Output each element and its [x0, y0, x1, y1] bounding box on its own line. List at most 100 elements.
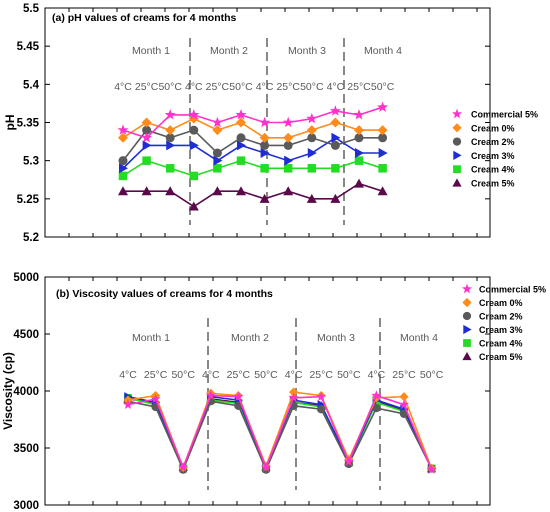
y-tick-label: 5.25 — [17, 194, 40, 206]
data-point — [212, 148, 222, 158]
data-point — [378, 133, 388, 143]
data-point — [316, 391, 327, 401]
temperature-label: 4°C — [285, 369, 303, 381]
legend-label: Cream 3% — [479, 325, 523, 335]
chart-title: (b) Viscosity values of creams for 4 mon… — [56, 288, 273, 300]
data-point — [307, 148, 317, 159]
y-axis-label: Viscosity (cp) — [1, 352, 15, 430]
data-point — [330, 117, 341, 128]
legend-label: Cream 2% — [471, 137, 515, 147]
data-point — [142, 156, 151, 165]
legend-marker — [462, 311, 472, 321]
data-point — [331, 132, 341, 143]
data-point — [236, 117, 246, 128]
data-point — [307, 164, 317, 173]
legend-marker — [453, 150, 462, 160]
temperature-label: 25°C — [227, 369, 251, 381]
legend-label: Cream 0% — [479, 298, 523, 308]
data-point — [141, 132, 153, 143]
data-point — [212, 125, 223, 136]
data-point — [260, 140, 270, 150]
temperature-label: 25°C — [135, 81, 159, 93]
month-label: Month 4 — [400, 332, 438, 344]
data-point — [343, 456, 354, 466]
data-point — [259, 193, 270, 203]
legend-marker — [453, 165, 461, 174]
y-tick-label: 5.2 — [23, 232, 39, 244]
data-point — [117, 124, 129, 135]
temperature-label: 4°C — [256, 81, 274, 93]
data-point — [211, 116, 223, 128]
data-point — [354, 156, 364, 165]
data-point — [283, 132, 294, 143]
data-point — [165, 186, 176, 196]
data-point — [399, 399, 409, 409]
data-point — [399, 392, 409, 402]
series-line — [122, 117, 383, 139]
temperature-label: 4°C — [114, 81, 132, 93]
series-line — [127, 394, 433, 471]
data-point — [282, 116, 294, 128]
y-tick-label: 5.5 — [23, 3, 40, 15]
data-point — [284, 155, 294, 166]
data-point — [188, 201, 199, 211]
data-point — [354, 125, 364, 136]
data-point — [141, 117, 152, 128]
legend-marker — [463, 324, 472, 335]
y-tick-label: 5.35 — [17, 118, 40, 130]
temperature-label: 25°C — [309, 369, 333, 381]
data-point — [212, 186, 223, 196]
data-point — [205, 390, 216, 400]
data-point — [189, 171, 199, 181]
temperature-label: 50°C — [420, 369, 444, 381]
temperature-label: 4°C — [185, 81, 203, 93]
data-point — [306, 193, 317, 203]
y-tick-label: 4500 — [13, 329, 39, 341]
data-point — [261, 462, 271, 472]
data-point — [329, 105, 341, 116]
data-point — [260, 148, 270, 159]
data-point — [288, 392, 299, 403]
data-point — [236, 156, 246, 165]
data-point — [259, 132, 270, 143]
legend-marker — [452, 178, 462, 187]
data-point — [118, 171, 128, 181]
temperature-label: 25°C — [276, 81, 300, 93]
data-point — [306, 112, 318, 124]
data-point — [213, 164, 222, 173]
data-point — [213, 155, 223, 166]
y-tick-label: 5000 — [13, 272, 39, 284]
legend-marker — [462, 297, 472, 308]
temperature-label: 4°C — [327, 81, 345, 93]
data-point — [399, 409, 409, 418]
month-label: Month 4 — [364, 45, 402, 57]
data-point — [377, 186, 388, 196]
temperature-label: 50°C — [300, 81, 324, 93]
legend-marker — [462, 351, 472, 361]
data-point — [165, 164, 175, 173]
data-point — [123, 399, 133, 409]
data-point — [236, 133, 246, 143]
temperature-label: 4°C — [119, 369, 137, 381]
ph-chart: 5.2 5.25 5.3 5.35 5.4 5.45 5.5 pH (a) pH values … — [3, 3, 538, 244]
temperature-label: 25°C — [144, 369, 168, 381]
month-label: Month 2 — [210, 45, 248, 57]
data-point — [189, 140, 199, 151]
data-point — [378, 164, 387, 173]
series-line — [127, 400, 433, 472]
data-point — [178, 462, 189, 472]
legend-marker — [463, 339, 471, 347]
data-point — [283, 164, 293, 173]
temperature-label: 25°C — [347, 81, 371, 93]
series-line — [123, 182, 383, 208]
series-line — [122, 106, 383, 139]
data-point — [150, 393, 161, 404]
data-point — [307, 133, 317, 143]
legend-marker — [462, 283, 472, 294]
legend-label: Cream 5% — [471, 179, 515, 189]
temperature-label: 50°C — [229, 81, 253, 93]
data-point — [355, 148, 364, 159]
y-tick-label: 3500 — [13, 443, 39, 455]
data-point — [259, 116, 271, 128]
